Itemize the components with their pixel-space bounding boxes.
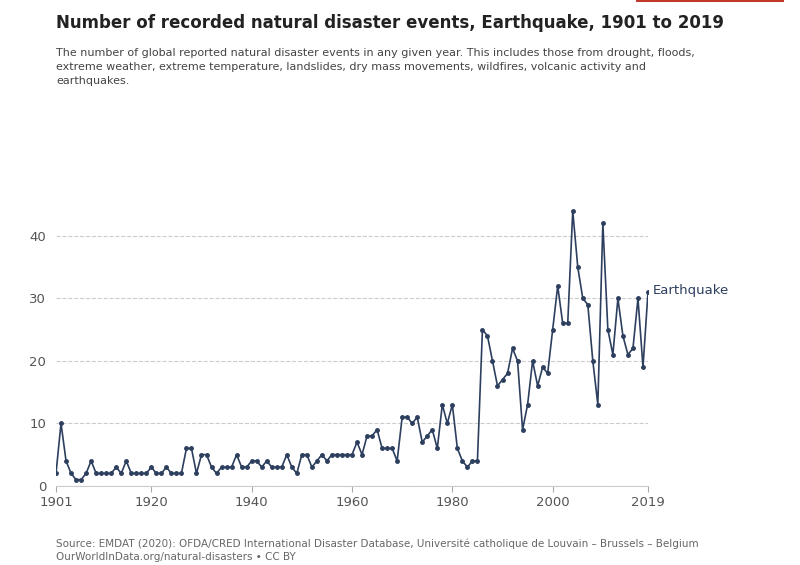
Text: Source: EMDAT (2020): OFDA/CRED International Disaster Database, Université cath: Source: EMDAT (2020): OFDA/CRED Internat… [56,538,698,562]
Text: The number of global reported natural disaster events in any given year. This in: The number of global reported natural di… [56,48,694,86]
Text: Our World: Our World [680,8,740,18]
Text: in Data: in Data [689,21,731,32]
Text: Number of recorded natural disaster events, Earthquake, 1901 to 2019: Number of recorded natural disaster even… [56,14,724,32]
Text: Earthquake: Earthquake [653,284,730,297]
Bar [636,0,784,2]
